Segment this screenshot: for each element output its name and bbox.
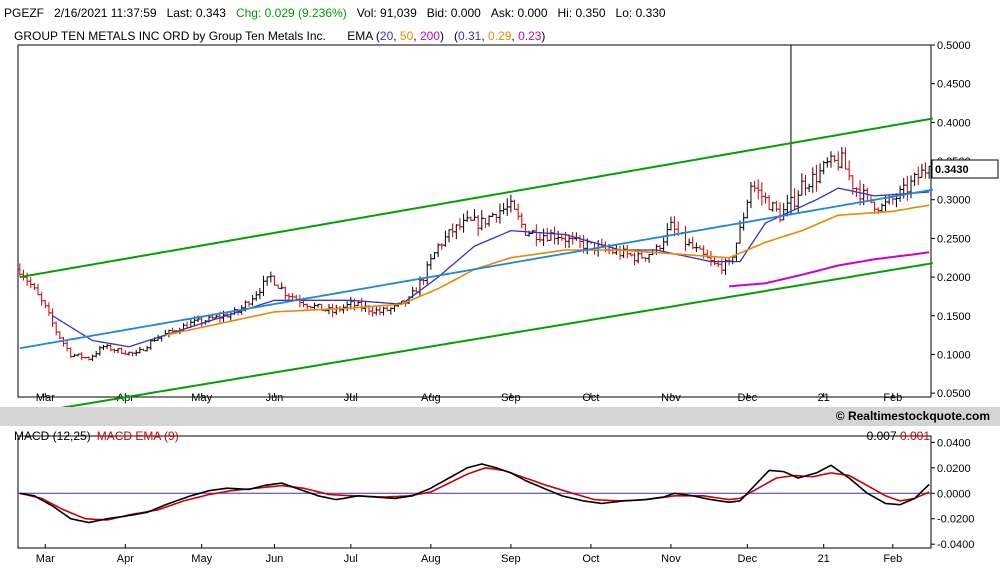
price-y-axis-labels: 0.05000.10000.15000.20000.25000.30000.35… — [931, 40, 971, 400]
macd-values: 0.007 0.001 — [867, 429, 930, 443]
price-x-tick-label: Jul — [344, 392, 358, 404]
price-y-tick-label: 0.1000 — [937, 349, 971, 361]
macd-x-tick-label: Nov — [661, 553, 681, 565]
price-x-tick-label: Sep — [501, 392, 521, 404]
macd-x-tick-label: May — [191, 553, 212, 565]
macd-x-tick-label: Feb — [883, 553, 902, 565]
macd-y-axis-labels: -0.0400 -0.0200 0.0000 0.0200 0.0400 — [931, 437, 974, 551]
price-x-tick-label: Aug — [421, 392, 441, 404]
price-plot-area — [17, 44, 932, 398]
macd-y-tick-label: -0.0200 — [937, 514, 974, 526]
macd-x-tick-label: Aug — [421, 553, 441, 565]
price-y-tick-label: 0.3000 — [937, 195, 971, 207]
branding-label: © Realtimestockquote.com — [835, 409, 990, 423]
macd-y-tick-label: -0.0400 — [937, 539, 974, 551]
price-x-axis-labels: Mar Apr May Jun Jul Aug Sep Oct Nov Dec 21 Feb — [36, 392, 902, 404]
macd-signal-label: MACD EMA (9) — [96, 429, 179, 443]
macd-signal-line — [19, 466, 930, 521]
price-y-tick-label: 0.2000 — [937, 272, 971, 284]
price-y-tick-label: 0.1500 — [937, 311, 971, 323]
macd-x-tick-label: Jun — [266, 553, 284, 565]
macd-title: MACD (12,25) MACD EMA (9) — [14, 429, 179, 443]
ema-20-value: 0.31 — [458, 29, 482, 43]
high: Hi: 0.350 — [557, 6, 606, 20]
price-y-tick-label: 0.4000 — [937, 117, 971, 129]
channel-upper-line — [19, 117, 933, 279]
macd-y-tick-label: 0.0400 — [937, 437, 971, 449]
ema-values-close: ) — [541, 29, 546, 43]
ema-50-value: 0.29 — [488, 29, 512, 43]
macd-x-tick-label: Apr — [117, 553, 134, 565]
ema-values-open: ( — [454, 29, 458, 43]
symbol: PGEZF — [4, 6, 45, 20]
ema-label-close: ) — [439, 29, 444, 43]
price-x-tick-label: Oct — [582, 392, 599, 404]
ema-50-period: 50 — [399, 29, 414, 43]
indicator-lines — [19, 117, 933, 416]
ema-label: EMA ( — [347, 29, 380, 43]
macd-signal-value: 0.001 — [899, 429, 930, 443]
price-x-tick-label: May — [191, 392, 212, 404]
price-y-tick-label: 0.4500 — [937, 79, 971, 91]
channel-lower-line — [19, 262, 933, 416]
macd-x-tick-label: Mar — [36, 553, 55, 565]
price-x-tick-label: Feb — [883, 392, 902, 404]
last-price-marker: 0.3430 — [931, 159, 999, 179]
panel-separator — [0, 407, 1000, 426]
macd-y-tick-label: 0.0200 — [937, 463, 971, 475]
macd-x-tick-label: Dec — [738, 553, 758, 565]
price-x-tick-label: Nov — [661, 392, 681, 404]
price-y-tick-label: 0.5000 — [937, 40, 971, 52]
price-y-tick-label: 0.0500 — [937, 388, 971, 400]
change: Chg: 0.029 (9.236%) — [235, 6, 347, 20]
last-price-label: 0.3430 — [935, 164, 969, 176]
price-x-tick-label: Dec — [738, 392, 758, 404]
ema-200-value: 0.23 — [518, 29, 542, 43]
quote-bar: PGEZF 2/16/2021 11:37:59 Last: 0.343 Chg: 0… — [4, 6, 676, 20]
bid: Bid: 0.000 — [426, 6, 481, 20]
macd-x-tick-label: Jul — [344, 553, 358, 565]
price-x-tick-label: Mar — [36, 392, 55, 404]
ask: Ask: 0.000 — [490, 6, 548, 20]
ohlc-bars — [17, 45, 932, 362]
company-name: GROUP TEN METALS INC ORD by Group Ten Me… — [14, 29, 326, 43]
volume: Vol: 91,039 — [356, 6, 417, 20]
ema-20-period: 20 — [379, 29, 394, 43]
macd-label: MACD (12,25) — [14, 429, 91, 443]
price-x-tick-label: Jun — [266, 392, 284, 404]
macd-x-axis-labels: Mar Apr May Jun Jul Aug Sep Oct Nov Dec 21 Feb — [36, 544, 902, 565]
macd-y-tick-label: 0.0000 — [937, 488, 971, 500]
last-price-box — [931, 159, 999, 179]
price-x-tick-label: 21 — [818, 392, 830, 404]
macd-x-tick-label: 21 — [818, 553, 830, 565]
chart-title: GROUP TEN METALS INC ORD by Group Ten Me… — [14, 29, 546, 43]
price-y-tick-label: 0.2500 — [937, 233, 971, 245]
macd-lines — [18, 463, 931, 524]
trend-line — [19, 188, 933, 350]
macd-line — [19, 463, 930, 524]
ema-200-period: 200 — [419, 29, 440, 43]
macd-x-tick-label: Oct — [582, 553, 599, 565]
macd-x-tick-label: Sep — [501, 553, 521, 565]
last-price: Last: 0.343 — [166, 6, 226, 20]
ema-50-line — [165, 204, 930, 336]
quote-datetime: 2/16/2021 11:37:59 — [54, 6, 157, 20]
ema-200-line — [729, 251, 930, 288]
macd-value: 0.007 — [866, 429, 897, 443]
macd-plot-area — [17, 435, 932, 549]
low: Lo: 0.330 — [615, 6, 666, 20]
